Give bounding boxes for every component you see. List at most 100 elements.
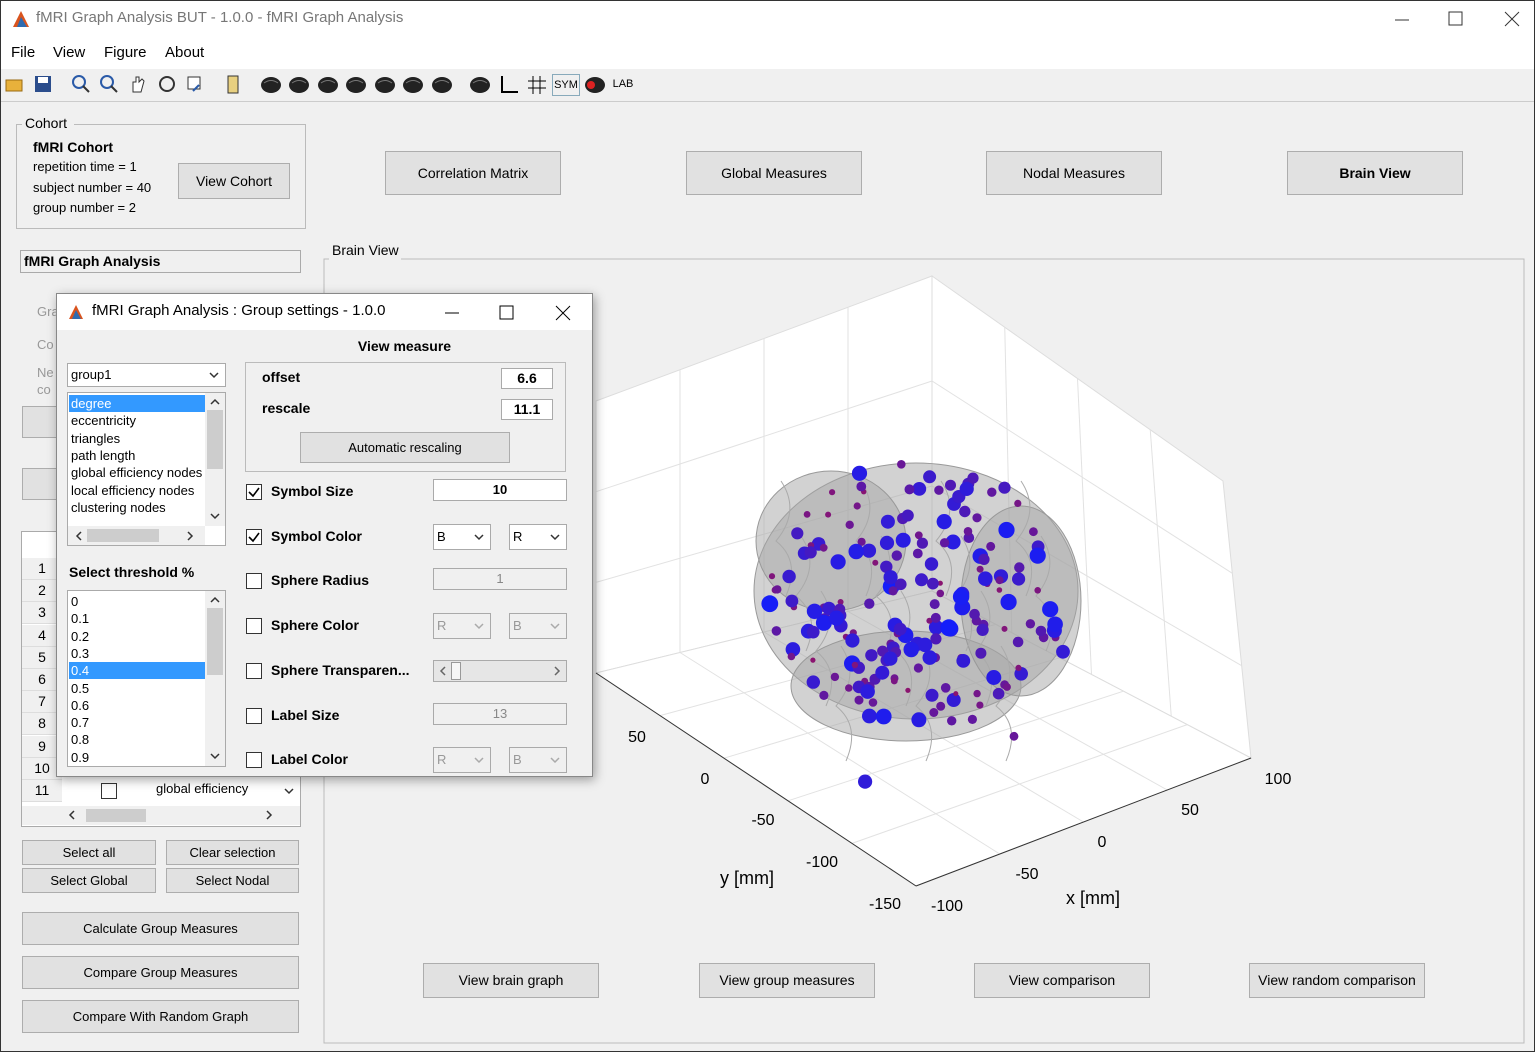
list-item[interactable]: 0.6 [71, 697, 90, 713]
brain-view-button[interactable] [260, 74, 282, 96]
brain-node [969, 608, 980, 620]
brain-node [880, 514, 895, 529]
checkbox[interactable] [246, 618, 262, 635]
list-item[interactable]: 0.3 [71, 645, 90, 661]
toolbar-text-button[interactable]: SYM [552, 74, 580, 96]
button[interactable]: Select Nodal [166, 868, 299, 893]
listbox[interactable] [67, 392, 226, 546]
label: Label Color [271, 751, 349, 768]
list-item[interactable]: path length [71, 447, 136, 463]
list-item[interactable]: 0 [71, 594, 79, 609]
list-item[interactable]: local efficiency nodes [71, 482, 195, 498]
brain-view-button[interactable] [345, 74, 367, 96]
brain-node [926, 617, 933, 624]
brain-node [946, 693, 961, 707]
tab-button[interactable]: Brain View [1287, 151, 1463, 195]
brain-node [1035, 625, 1047, 637]
checkbox[interactable] [246, 752, 262, 769]
check-mark [248, 532, 260, 542]
toolbar-button[interactable] [4, 74, 24, 94]
toolbar-button[interactable] [157, 74, 177, 94]
close-button[interactable] [1503, 10, 1521, 28]
edit-field[interactable]: 10 [433, 479, 567, 501]
brain-view-button[interactable] [431, 74, 453, 96]
button[interactable]: Compare Group Measures [22, 956, 299, 989]
toolbar-text-button[interactable]: LAB [612, 78, 634, 90]
menu-item[interactable]: View [53, 44, 86, 61]
title-bar [1, 1, 1534, 37]
axes-grid [1077, 378, 1092, 675]
checkbox[interactable] [246, 662, 262, 679]
brain-node [804, 546, 817, 559]
minimize-button[interactable] [1393, 11, 1411, 29]
brain-node [976, 701, 984, 709]
brain-view-button[interactable] [374, 74, 396, 96]
maximize-button[interactable] [1447, 10, 1465, 28]
button[interactable]: View brain graph [423, 963, 599, 998]
list-item[interactable]: 0.4 [69, 662, 205, 680]
toolbar-button[interactable] [223, 74, 243, 94]
button[interactable]: View random comparison [1249, 963, 1425, 998]
edit-field[interactable]: 6.6 [501, 368, 553, 389]
brain-view-button[interactable] [288, 74, 310, 96]
button[interactable]: View comparison [974, 963, 1150, 998]
button[interactable]: Automatic rescaling [300, 432, 510, 463]
y-tick-label: 0 [701, 771, 710, 788]
checkbox[interactable] [246, 528, 262, 545]
window-title: fMRI Graph Analysis BUT - 1.0.0 - fMRI G… [36, 9, 404, 26]
minimize-button[interactable] [443, 304, 461, 322]
list-item[interactable]: triangles [71, 430, 121, 446]
brain-view-button[interactable] [469, 74, 491, 96]
menu-item[interactable]: Figure [104, 44, 147, 61]
toolbar-button[interactable] [128, 74, 148, 94]
toolbar-button[interactable] [33, 74, 53, 94]
axis-button-glyph [501, 76, 518, 93]
list-item[interactable]: global efficiency nodes [71, 465, 203, 481]
button[interactable]: Clear selection [166, 840, 299, 865]
cohort-name: fMRI Cohort [33, 139, 114, 155]
menu-item[interactable]: About [165, 44, 205, 61]
toolbar-button[interactable] [99, 74, 119, 94]
checkbox[interactable] [101, 783, 117, 799]
brain-node [897, 460, 906, 469]
list-item[interactable]: degree [69, 395, 205, 412]
brain-view-button[interactable] [317, 74, 339, 96]
toolbar [1, 69, 1534, 102]
list-item[interactable]: 0.8 [71, 732, 90, 748]
list-item[interactable]: 0.2 [71, 628, 90, 644]
tab-button[interactable]: Global Measures [686, 151, 862, 195]
toolbar-button[interactable] [185, 74, 205, 94]
brain-node [913, 663, 924, 673]
brain-node [936, 589, 945, 598]
axis-button[interactable] [498, 74, 520, 96]
list-item[interactable]: clustering nodes [71, 499, 166, 515]
checkbox[interactable] [246, 484, 262, 500]
toolbar-button[interactable] [71, 74, 91, 94]
brain-gyrus [855, 480, 873, 597]
edit-field[interactable]: 11.1 [501, 399, 553, 420]
toolbar-button-glyph [35, 76, 51, 92]
button[interactable]: View Cohort [178, 163, 290, 199]
icon [209, 510, 221, 522]
list-item[interactable]: 0.7 [71, 715, 90, 731]
button[interactable]: Select all [22, 840, 156, 865]
list-item[interactable]: 0.9 [71, 749, 90, 765]
checkbox[interactable] [246, 707, 262, 724]
button[interactable]: Compare With Random Graph [22, 1000, 299, 1033]
close-button[interactable] [554, 304, 572, 322]
grid-button[interactable] [526, 74, 548, 96]
brain-view-button[interactable] [402, 74, 424, 96]
checkbox[interactable] [246, 573, 262, 590]
maximize-button[interactable] [498, 304, 516, 322]
button[interactable]: View group measures [699, 963, 875, 998]
tab-button[interactable]: Nodal Measures [986, 151, 1162, 195]
list-item[interactable]: eccentricity [71, 413, 137, 429]
button[interactable]: Calculate Group Measures [22, 912, 299, 945]
list-item[interactable]: 0.5 [71, 680, 90, 696]
tab-button[interactable]: Correlation Matrix [385, 151, 561, 195]
popup-menu[interactable]: group1 [67, 363, 226, 387]
toolbar-button-glyph [187, 76, 201, 92]
menu-item[interactable]: File [11, 44, 36, 61]
button[interactable]: Select Global [22, 868, 156, 893]
list-item[interactable]: 0.1 [71, 611, 90, 627]
